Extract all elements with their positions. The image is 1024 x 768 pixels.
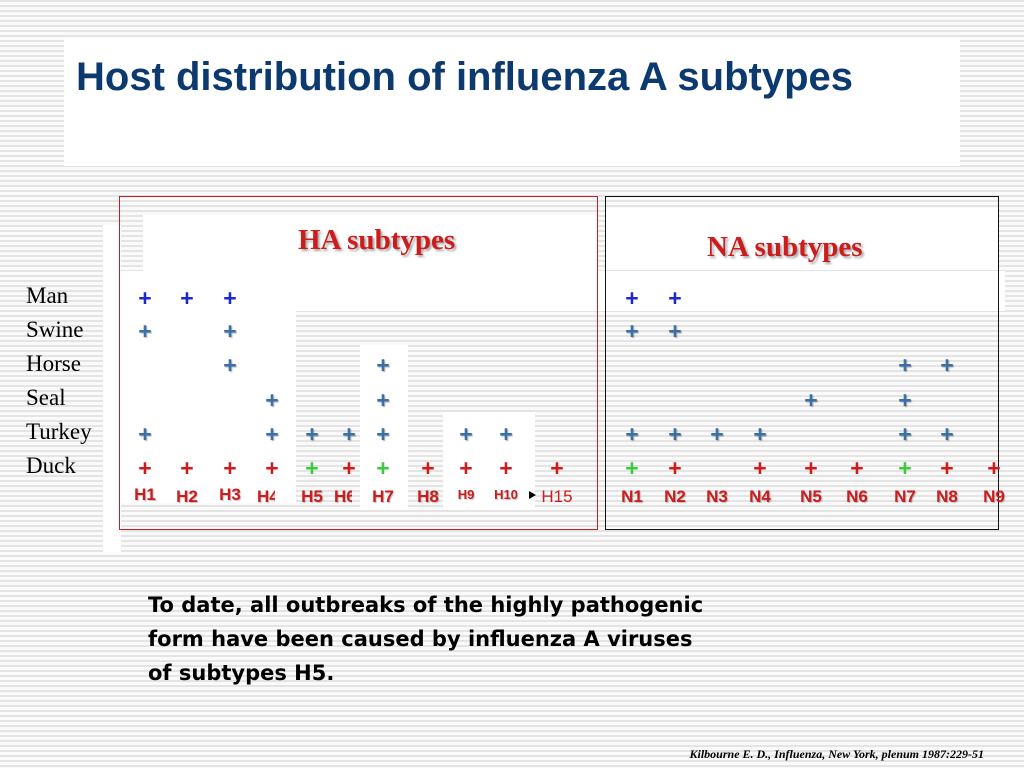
plus-icon: + [940, 421, 954, 447]
plus-icon: + [376, 421, 390, 447]
plus-icon: + [421, 455, 435, 481]
plus-icon: + [625, 285, 639, 311]
host-label-seal: Seal [26, 385, 66, 410]
plus-icon: + [223, 318, 237, 344]
plus-icon: + [376, 387, 390, 413]
na-label-n8: N8 [936, 487, 958, 506]
ha-label-h3: H3 [219, 485, 241, 504]
plus-icon: + [138, 421, 152, 447]
na-label-n1: N1 [621, 487, 643, 506]
plus-icon: + [625, 455, 639, 481]
slide-title: Host distribution of influenza A subtype… [76, 55, 854, 99]
host-label-man: Man [26, 283, 69, 308]
plus-icon: + [753, 455, 767, 481]
plus-icon: + [459, 421, 473, 447]
plus-icon: + [499, 455, 513, 481]
plus-icon: + [668, 285, 682, 311]
na-label-n9: N9 [983, 487, 1005, 506]
host-label-turkey: Turkey [26, 419, 92, 444]
plus-icon: + [265, 387, 279, 413]
plus-icon: + [898, 455, 912, 481]
plus-icon: + [898, 421, 912, 447]
ha-label-h2: H2 [176, 487, 198, 506]
plus-icon: + [180, 455, 194, 481]
plus-icon: + [342, 421, 356, 447]
plus-icon: + [499, 421, 513, 447]
ha-label-h15: H15 [541, 487, 573, 506]
na-title-band [606, 208, 998, 270]
h9-h10-band [443, 412, 535, 510]
plus-icon: + [898, 352, 912, 378]
plus-icon: + [987, 455, 1001, 481]
plus-icon: + [138, 455, 152, 481]
plus-icon: + [459, 455, 473, 481]
plus-icon: + [668, 421, 682, 447]
plus-icon: + [138, 285, 152, 311]
plus-icon: + [265, 455, 279, 481]
plus-icon: + [305, 455, 319, 481]
plus-icon: + [898, 387, 912, 413]
na-section-title: NA subtypes [707, 231, 863, 263]
plus-icon: + [376, 455, 390, 481]
plus-icon: + [265, 421, 279, 447]
plus-icon: + [138, 318, 152, 344]
ha-label-h9: H9 [457, 487, 475, 502]
na-label-n7: N7 [894, 487, 916, 506]
ha-label-h8: H8 [417, 487, 439, 506]
plus-icon: + [940, 352, 954, 378]
ha-label-h1: H1 [134, 485, 156, 504]
na-label-n2: N2 [664, 487, 686, 506]
plus-icon: + [550, 455, 564, 481]
plus-icon: + [940, 455, 954, 481]
plus-icon: + [223, 455, 237, 481]
left-band [103, 225, 121, 552]
plus-icon: + [850, 455, 864, 481]
plus-icon: + [804, 387, 818, 413]
plus-icon: + [668, 318, 682, 344]
plus-icon: + [376, 352, 390, 378]
na-label-n6: N6 [846, 487, 868, 506]
citation: Kilbourne E. D., Influenza, New York, pl… [689, 747, 985, 761]
h7-column-band [360, 345, 408, 510]
host-label-swine: Swine [26, 317, 84, 342]
ha-left-band [120, 311, 296, 503]
ha-label-h10: H10 [494, 487, 518, 502]
na-subtypes-box [605, 196, 999, 530]
plus-icon: + [804, 455, 818, 481]
plus-icon: + [625, 421, 639, 447]
plus-icon: + [305, 421, 319, 447]
ha-label-h7: H7 [372, 487, 394, 506]
title-band [64, 38, 960, 166]
ha-subtypes-box [119, 196, 598, 530]
na-label-n4: N4 [749, 487, 771, 506]
ha-label-h4: H4 [257, 487, 275, 506]
plus-icon: + [180, 285, 194, 311]
plus-icon: + [625, 318, 639, 344]
arrow-right-icon [529, 491, 536, 499]
plus-icon: + [710, 421, 724, 447]
row-band [120, 271, 1005, 311]
plus-icon: + [668, 455, 682, 481]
plus-icon: + [342, 455, 356, 481]
plus-icon: + [223, 352, 237, 378]
ha-title-band [143, 215, 598, 271]
plus-icon: + [753, 421, 767, 447]
host-label-horse: Horse [26, 351, 81, 376]
ha-section-title: HA subtypes [298, 224, 456, 256]
na-label-n5: N5 [800, 487, 822, 506]
na-label-n3: N3 [706, 487, 728, 506]
outbreak-note: To date, all outbreaks of the highly pat… [148, 593, 704, 685]
ha-label-h5: H5 [301, 487, 323, 506]
host-label-duck: Duck [26, 453, 76, 478]
plus-icon: + [223, 285, 237, 311]
ha-label-h6: H6 [334, 487, 352, 506]
